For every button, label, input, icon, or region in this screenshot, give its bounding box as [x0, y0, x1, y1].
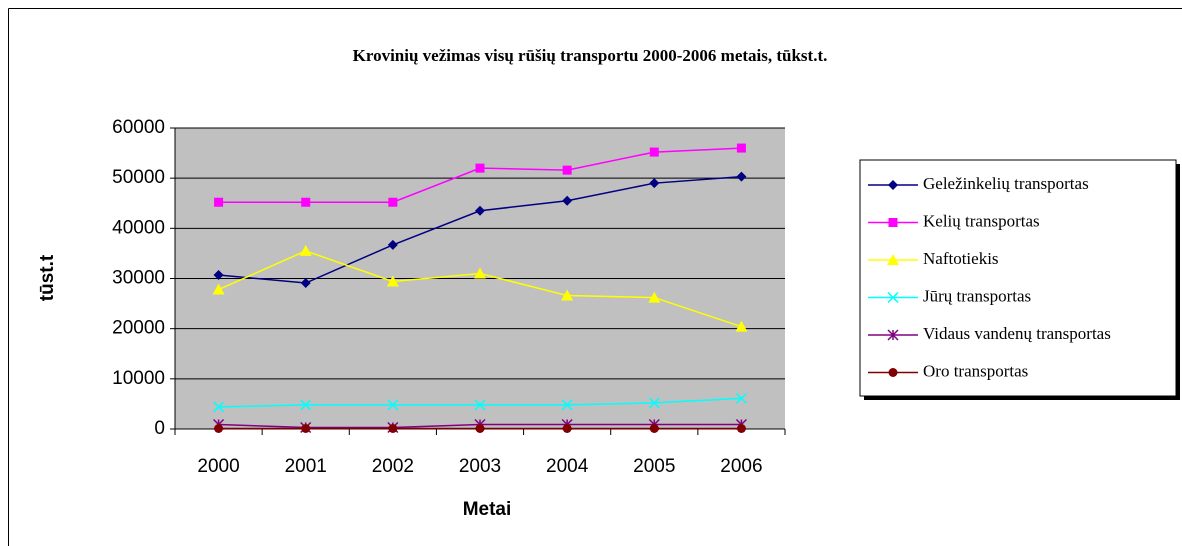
x-axis-label: Metai [463, 499, 512, 520]
marker [735, 392, 747, 404]
marker [648, 397, 660, 409]
marker [736, 143, 746, 153]
marker [214, 197, 224, 207]
x-tick-label: 2000 [197, 456, 239, 477]
x-tick-label: 2002 [372, 456, 414, 477]
legend-label: Vidaus vandenų transportas [923, 324, 1111, 343]
marker [475, 423, 485, 433]
y-tick-label: 20000 [112, 318, 165, 339]
marker [888, 180, 898, 190]
marker [475, 163, 485, 173]
marker [648, 291, 661, 303]
marker [386, 275, 399, 287]
x-tick-label: 2001 [285, 456, 327, 477]
marker [474, 267, 486, 279]
marker [887, 329, 899, 341]
chart-title: Krovinių vežimas visų rūšių transportu 2… [353, 46, 828, 65]
x-tick-label: 2005 [633, 456, 675, 477]
marker [888, 218, 898, 227]
y-tick-label: 30000 [112, 268, 165, 289]
legend-label: Kelių transportas [923, 211, 1040, 230]
marker [649, 147, 659, 157]
marker [212, 283, 225, 295]
marker [388, 197, 398, 207]
marker [649, 423, 659, 433]
marker [474, 399, 486, 411]
y-tick-label: 50000 [112, 167, 165, 188]
y-tick-label: 0 [154, 418, 165, 439]
marker [561, 399, 573, 411]
marker [562, 165, 572, 175]
marker [300, 399, 312, 411]
marker [736, 171, 747, 182]
marker [213, 269, 224, 280]
legend-label: Geležinkelių transportas [923, 174, 1089, 193]
y-tick-label: 60000 [112, 117, 165, 138]
marker [387, 239, 398, 250]
marker [887, 254, 899, 265]
marker [387, 399, 399, 411]
legend-label: Naftotiekis [923, 249, 999, 268]
marker [213, 401, 225, 413]
marker [888, 368, 898, 377]
marker [649, 178, 660, 189]
marker [388, 423, 398, 433]
marker [562, 195, 573, 206]
x-tick-label: 2006 [720, 456, 762, 477]
marker [887, 291, 899, 304]
marker [299, 244, 312, 256]
y-tick-label: 10000 [112, 368, 165, 389]
y-tick-label: 40000 [112, 217, 165, 238]
marker [475, 205, 485, 216]
marker [301, 423, 311, 433]
marker [561, 289, 574, 301]
x-tick-label: 2004 [546, 456, 589, 477]
legend-label: Jūrų transportas [923, 286, 1031, 305]
y-axis-label: tūst.t [37, 254, 58, 301]
marker [562, 423, 572, 433]
legend [859, 159, 1177, 397]
marker [735, 320, 748, 332]
legend-label: Oro transportas [923, 361, 1028, 380]
marker [214, 423, 224, 433]
marker [736, 423, 746, 433]
marker [301, 197, 311, 207]
x-tick-label: 2003 [459, 456, 501, 477]
marker [300, 278, 311, 289]
